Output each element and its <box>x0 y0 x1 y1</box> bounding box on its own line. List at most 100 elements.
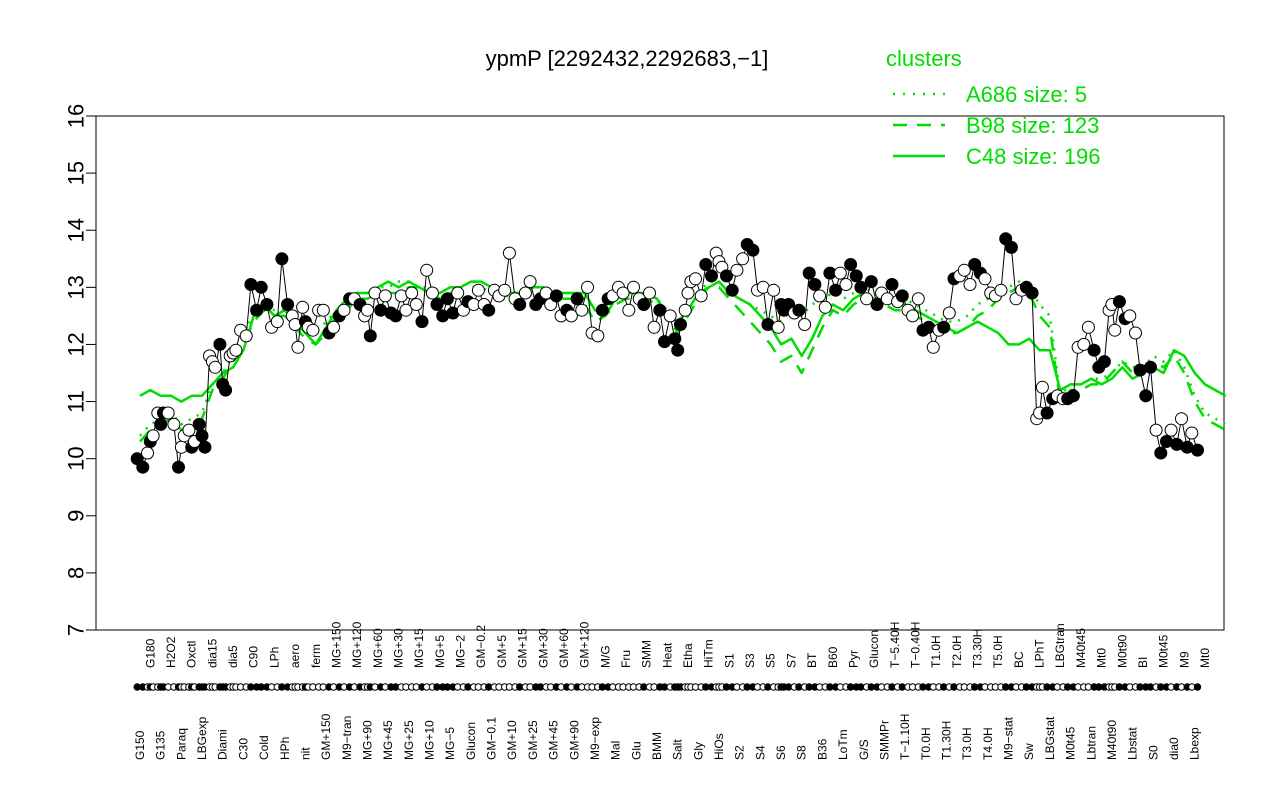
data-point <box>942 306 956 320</box>
data-point <box>833 266 847 280</box>
x-tick-label: GM+10 <box>505 720 519 760</box>
data-point <box>440 292 454 306</box>
x-tick-label: MG+150 <box>330 621 344 668</box>
data-point <box>994 283 1008 297</box>
data-point <box>818 300 832 314</box>
rug-mark <box>1193 683 1202 691</box>
data-point <box>549 289 563 303</box>
x-tick-label: LPh <box>267 647 281 668</box>
data-point <box>1097 355 1111 369</box>
x-tick-label: GM+150 <box>319 713 333 760</box>
data-point <box>570 292 584 306</box>
x-tick-label: S4 <box>753 745 767 760</box>
data-point <box>378 289 392 303</box>
data-point <box>136 460 150 474</box>
data-point <box>616 286 630 300</box>
data-point <box>316 303 330 317</box>
data-point <box>146 429 160 443</box>
x-tick-label: M9−tran <box>340 716 354 760</box>
x-tick-labels: G150 G180 G135 H2O2 Paraq Oxctl LBGexp dia15 Dia… <box>133 621 1212 760</box>
x-tick-label: Glucon <box>867 630 881 668</box>
legend: clusters A686 size: 5 B98 size: 123 C48 … <box>886 46 1101 169</box>
x-tick-label: dia0 <box>1167 737 1181 760</box>
y-tick-label: 12 <box>64 332 89 356</box>
data-point <box>694 289 708 303</box>
y-tick-label: 11 <box>64 390 89 413</box>
x-tick-label: Lbstat <box>1126 727 1140 760</box>
x-tick-label: MG+15 <box>412 628 426 668</box>
x-tick-label: T−0.40H <box>909 622 923 668</box>
x-tick-label: HiTm <box>702 639 716 668</box>
series-line-solid <box>139 280 1227 403</box>
y-tick-label: 14 <box>64 218 89 242</box>
data-point <box>513 298 527 311</box>
chart-title: ypmP [2292432,2292683,−1] <box>486 46 769 71</box>
x-tick-label: T4.0H <box>981 727 995 760</box>
x-tick-label: MG+25 <box>402 720 416 760</box>
data-point <box>725 283 739 297</box>
data-point <box>849 269 863 283</box>
data-point <box>957 263 971 277</box>
x-tick-label: BI <box>1136 657 1150 668</box>
x-tick-label: Sw <box>1022 743 1036 760</box>
x-tick-label: M0t45 <box>1064 726 1078 760</box>
data-point <box>627 280 640 294</box>
x-tick-label: MG+90 <box>361 720 375 760</box>
x-tick-label: M9−exp <box>588 717 602 760</box>
y-tick-label: 9 <box>64 510 89 522</box>
x-tick-label: S1 <box>722 653 736 668</box>
data-point <box>1108 323 1122 337</box>
x-tick-label: GM+5 <box>495 635 509 668</box>
data-point <box>671 343 685 357</box>
data-point <box>420 263 434 277</box>
x-tick-label: Paraq <box>174 728 188 760</box>
data-point <box>663 309 677 323</box>
y-tick-label: 7 <box>64 624 89 636</box>
x-tick-label: Oxctl <box>185 641 199 668</box>
x-tick-label: GM+15 <box>516 628 530 668</box>
data-point <box>653 303 667 317</box>
x-tick-label: M0t45 <box>1157 634 1171 668</box>
x-tick-label: SMM <box>640 640 654 668</box>
x-tick-label: M40t45 <box>1074 628 1088 668</box>
x-tick-label: BC <box>1012 651 1026 668</box>
data-point <box>192 417 206 431</box>
data-point <box>389 309 403 323</box>
data-point <box>792 303 806 317</box>
y-tick-label: 10 <box>64 446 89 470</box>
data-point <box>498 283 512 297</box>
x-tick-label: Glu <box>629 741 643 760</box>
data-point <box>409 298 423 311</box>
data-point <box>260 298 274 311</box>
data-point <box>208 360 222 374</box>
data-point <box>581 280 594 294</box>
data-point <box>430 298 444 311</box>
data-point <box>767 283 781 297</box>
y-tick-label: 8 <box>64 567 89 579</box>
data-point <box>425 286 439 300</box>
data-point <box>291 340 305 354</box>
data-point <box>591 329 605 343</box>
x-tick-label: G135 <box>154 730 168 760</box>
data-point <box>250 303 264 317</box>
x-tick-label: Gly <box>691 742 705 760</box>
data-point <box>564 309 578 323</box>
data-point <box>978 272 992 286</box>
x-tick-label: T0.0H <box>919 727 933 760</box>
x-tick-label: B36 <box>815 738 829 760</box>
data-point <box>668 332 682 346</box>
data-point <box>415 315 429 329</box>
data-point <box>1112 295 1126 309</box>
data-point <box>1077 337 1091 351</box>
data-point <box>771 320 785 334</box>
data-point <box>281 298 295 311</box>
x-tick-label: T2.0H <box>950 635 964 668</box>
data-point <box>746 243 760 257</box>
x-tick-label: aero <box>288 644 302 668</box>
x-tick-label: LPhT <box>1033 639 1047 668</box>
x-tick-label: nit <box>298 747 312 760</box>
data-point <box>239 329 253 343</box>
x-tick-label: GM+90 <box>567 720 581 760</box>
x-tick-label: T1.30H <box>940 721 954 760</box>
